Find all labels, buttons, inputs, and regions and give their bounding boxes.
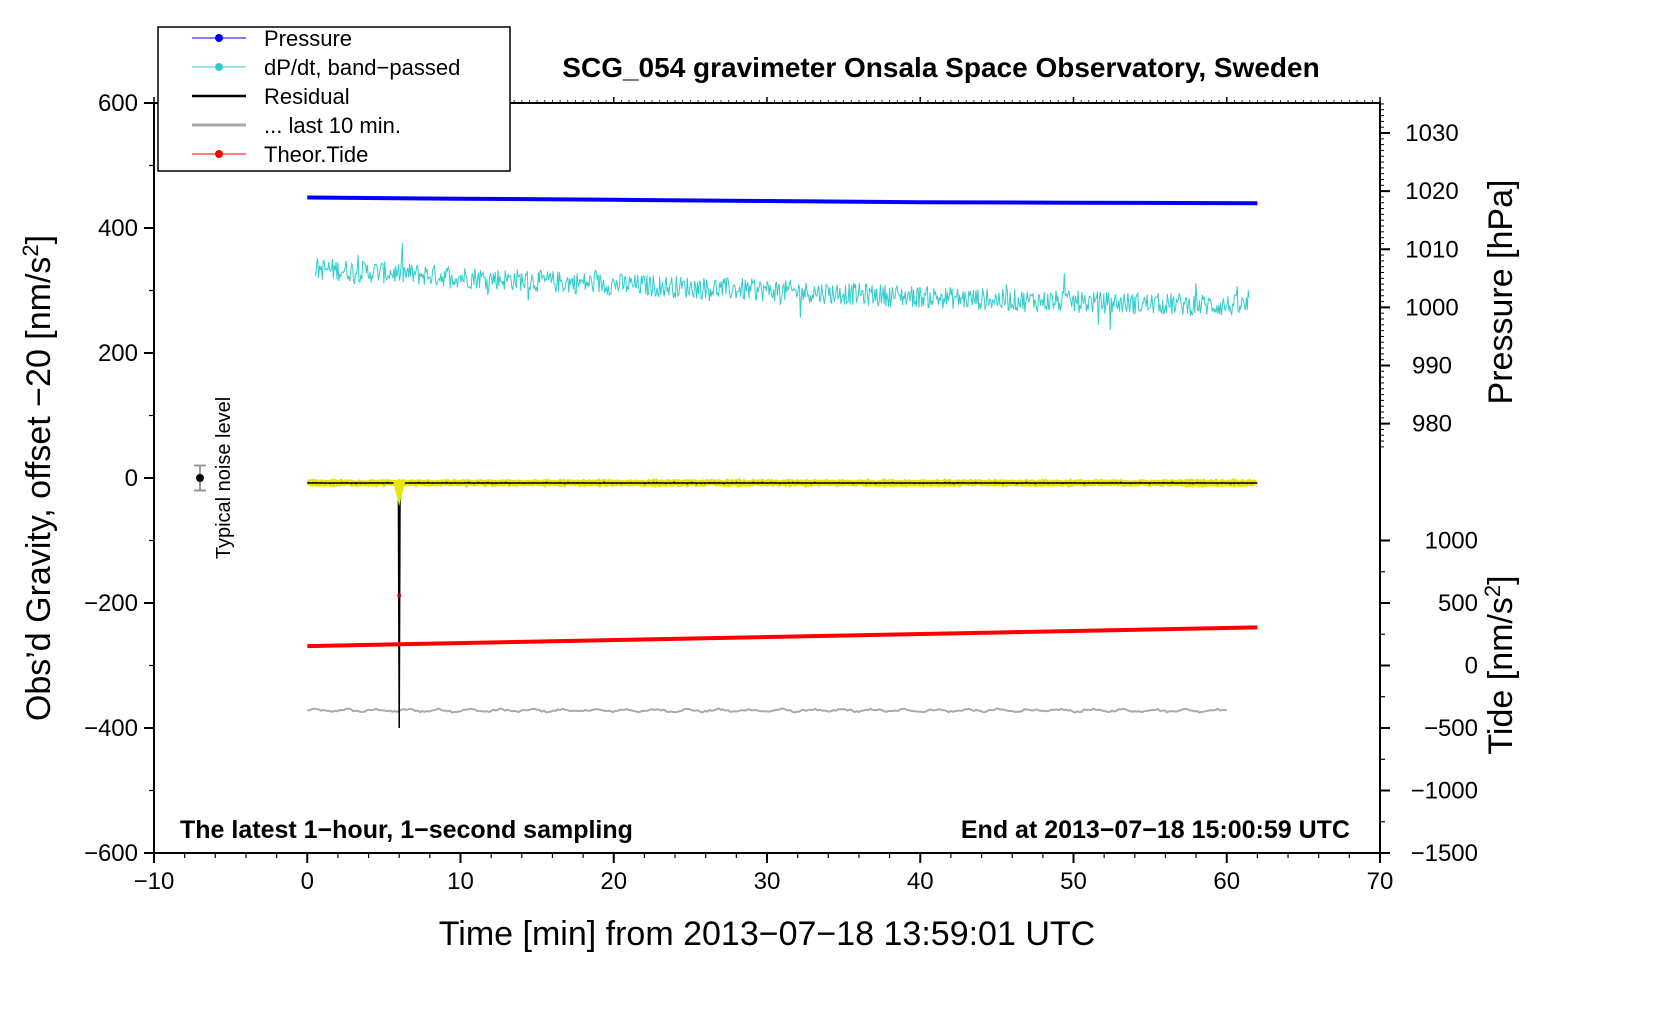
pressure-tick-label: 980 bbox=[1412, 411, 1452, 438]
pressure-tick-label: 1000 bbox=[1405, 294, 1458, 321]
legend-label: Pressure bbox=[264, 26, 352, 51]
annotation-right: End at 2013−07−18 15:00:59 UTC bbox=[961, 816, 1350, 844]
x-axis-title: Time [min] from 2013−07−18 13:59:01 UTC bbox=[439, 915, 1095, 953]
x-axis-ticks: −10 0 10 20 30 40 50 60 70 bbox=[134, 97, 1394, 895]
legend-label: Theor.Tide bbox=[264, 142, 368, 167]
annotation-left: The latest 1−hour, 1−second sampling bbox=[180, 816, 633, 844]
y-axis-ticks: 600 400 200 0 −200 −400 −600 bbox=[84, 90, 154, 867]
residual-spike-band bbox=[393, 481, 406, 507]
y-tick-label: 200 bbox=[98, 340, 138, 367]
tide-tick-label: −1000 bbox=[1411, 778, 1478, 805]
pressure-axis-title: Pressure [hPa] bbox=[1482, 180, 1520, 405]
pressure-tick-label: 1030 bbox=[1405, 120, 1458, 147]
tide-axis-title: Tide [nm/s2] bbox=[1480, 575, 1520, 754]
noise-marker bbox=[193, 464, 206, 492]
x-tick-label: 0 bbox=[301, 868, 314, 895]
x-tick-label: 20 bbox=[600, 868, 627, 895]
series-theor-tide bbox=[307, 625, 1258, 649]
x-tick-label: 60 bbox=[1213, 868, 1240, 895]
y-axis-title: Obs’d Gravity, offset −20 [nm/s2] bbox=[18, 235, 58, 721]
tide-tick-label: −500 bbox=[1424, 715, 1478, 742]
chart-title: SCG_054 gravimeter Onsala Space Observat… bbox=[562, 52, 1319, 83]
legend-label: dP/dt, band−passed bbox=[264, 55, 460, 80]
tide-tick-label: 0 bbox=[1465, 653, 1478, 680]
x-tick-label: −10 bbox=[134, 868, 175, 895]
x-tick-label: 40 bbox=[907, 868, 934, 895]
legend: Pressure dP/dt, band−passed Residual ... la… bbox=[157, 26, 511, 172]
tide-tick-label: −1500 bbox=[1411, 840, 1478, 867]
y-tick-label: −600 bbox=[84, 840, 138, 867]
tide-axis-ticks: 1000 500 0 −500 −1000 −1500 bbox=[1380, 528, 1478, 867]
legend-dot bbox=[215, 150, 223, 158]
series-layer bbox=[306, 195, 1258, 729]
series-dpdt bbox=[314, 243, 1250, 330]
x-tick-label: 70 bbox=[1367, 868, 1394, 895]
legend-items: Pressure dP/dt, band−passed Residual ... la… bbox=[192, 26, 460, 167]
legend-label: Residual bbox=[264, 84, 350, 109]
y-tick-label: 600 bbox=[98, 90, 138, 117]
legend-label: ... last 10 min. bbox=[264, 113, 401, 138]
x-tick-label: 10 bbox=[447, 868, 474, 895]
tide-tick-label: 1000 bbox=[1425, 528, 1478, 555]
legend-box bbox=[157, 26, 511, 172]
y-tick-label: −200 bbox=[84, 590, 138, 617]
y-tick-label: 0 bbox=[125, 465, 138, 492]
series-last-10-min bbox=[307, 707, 1228, 714]
legend-dot bbox=[215, 34, 223, 42]
series-pressure bbox=[307, 195, 1258, 206]
y-tick-label: 400 bbox=[98, 215, 138, 242]
pressure-tick-label: 990 bbox=[1412, 353, 1452, 380]
pressure-tick-label: 1010 bbox=[1405, 236, 1458, 263]
tide-point bbox=[397, 593, 402, 598]
x-tick-label: 50 bbox=[1060, 868, 1087, 895]
pressure-tick-label: 1020 bbox=[1405, 178, 1458, 205]
noise-point bbox=[195, 474, 204, 482]
legend-dot bbox=[215, 63, 223, 71]
x-tick-label: 30 bbox=[754, 868, 781, 895]
pressure-axis-ticks: 1030 1020 1010 1000 990 980 bbox=[1380, 103, 1459, 448]
noise-label: Typical noise level bbox=[213, 397, 235, 559]
tide-tick-label: 500 bbox=[1438, 590, 1478, 617]
y-tick-label: −400 bbox=[84, 715, 138, 742]
